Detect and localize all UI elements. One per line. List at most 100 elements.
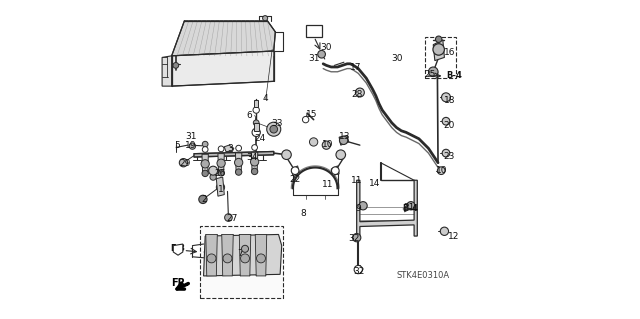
Circle shape xyxy=(250,158,259,166)
Text: 32: 32 xyxy=(348,234,360,243)
Circle shape xyxy=(354,265,362,274)
Circle shape xyxy=(442,93,451,102)
Circle shape xyxy=(252,168,258,174)
Text: 28: 28 xyxy=(351,90,363,99)
Circle shape xyxy=(303,116,309,123)
Polygon shape xyxy=(224,145,234,152)
Polygon shape xyxy=(202,154,209,174)
Text: 13: 13 xyxy=(339,132,350,141)
Text: E-3: E-3 xyxy=(170,244,186,253)
Polygon shape xyxy=(331,166,339,175)
Circle shape xyxy=(236,169,242,175)
Circle shape xyxy=(189,143,196,149)
Circle shape xyxy=(236,145,241,151)
Text: 6: 6 xyxy=(246,111,252,120)
Text: 4: 4 xyxy=(262,94,268,103)
Text: STK4E0310A: STK4E0310A xyxy=(397,271,450,280)
Text: 5: 5 xyxy=(174,141,180,150)
Circle shape xyxy=(355,88,364,97)
Circle shape xyxy=(437,167,445,174)
Text: 24: 24 xyxy=(255,134,266,143)
Polygon shape xyxy=(204,234,282,276)
Polygon shape xyxy=(252,152,258,171)
Text: 18: 18 xyxy=(444,96,455,105)
Circle shape xyxy=(202,170,209,177)
Polygon shape xyxy=(206,234,218,276)
Polygon shape xyxy=(356,180,417,236)
Text: 30: 30 xyxy=(321,43,332,52)
Text: 11: 11 xyxy=(321,180,333,189)
Text: 31: 31 xyxy=(186,132,197,141)
Circle shape xyxy=(217,159,225,167)
Text: B-4: B-4 xyxy=(446,71,462,80)
Circle shape xyxy=(225,214,232,221)
Circle shape xyxy=(262,16,268,21)
Text: 7: 7 xyxy=(237,249,243,258)
Polygon shape xyxy=(255,234,267,276)
Text: 34: 34 xyxy=(246,153,257,162)
Circle shape xyxy=(442,117,450,125)
Polygon shape xyxy=(239,234,251,276)
Circle shape xyxy=(442,149,450,157)
Circle shape xyxy=(202,141,208,147)
Circle shape xyxy=(241,254,250,263)
Circle shape xyxy=(202,147,208,152)
Bar xyxy=(253,123,259,131)
Text: B-4: B-4 xyxy=(402,204,418,213)
Text: 9: 9 xyxy=(355,204,361,213)
Circle shape xyxy=(223,254,232,263)
Circle shape xyxy=(310,138,318,146)
Text: 12: 12 xyxy=(447,232,459,241)
Circle shape xyxy=(267,122,281,136)
Text: 26: 26 xyxy=(214,169,225,178)
Circle shape xyxy=(253,120,259,126)
Text: FR.: FR. xyxy=(172,278,189,288)
Circle shape xyxy=(291,167,299,174)
Text: 33: 33 xyxy=(271,119,283,128)
Polygon shape xyxy=(339,136,349,145)
Text: 10: 10 xyxy=(321,140,333,149)
Text: 27: 27 xyxy=(227,214,238,223)
Text: 29: 29 xyxy=(179,159,190,168)
Text: 17: 17 xyxy=(350,63,362,72)
Circle shape xyxy=(179,159,188,167)
Text: 10: 10 xyxy=(435,166,447,174)
Polygon shape xyxy=(162,56,172,86)
Text: 23: 23 xyxy=(444,152,455,161)
Text: 8: 8 xyxy=(301,209,307,218)
Text: 32: 32 xyxy=(353,267,365,276)
Text: 25: 25 xyxy=(424,70,436,78)
Polygon shape xyxy=(291,166,300,175)
Circle shape xyxy=(318,50,325,58)
Circle shape xyxy=(332,167,339,174)
Polygon shape xyxy=(172,21,275,56)
Text: 16: 16 xyxy=(444,48,456,57)
Text: 1: 1 xyxy=(218,185,223,194)
Text: 3: 3 xyxy=(227,144,233,153)
Circle shape xyxy=(322,141,330,149)
Circle shape xyxy=(257,254,266,263)
Text: 31: 31 xyxy=(308,54,319,63)
Circle shape xyxy=(234,158,243,167)
Circle shape xyxy=(252,128,260,137)
Circle shape xyxy=(433,44,444,55)
Circle shape xyxy=(218,170,224,176)
Bar xyxy=(425,37,456,78)
Circle shape xyxy=(428,67,438,77)
Text: 15: 15 xyxy=(306,110,317,119)
Text: E-2: E-2 xyxy=(307,26,321,35)
Bar xyxy=(254,100,258,107)
Circle shape xyxy=(209,166,218,175)
Polygon shape xyxy=(172,51,274,86)
Polygon shape xyxy=(218,154,224,173)
Polygon shape xyxy=(433,40,444,61)
Circle shape xyxy=(282,150,291,160)
Text: 30: 30 xyxy=(391,54,403,63)
Text: 2: 2 xyxy=(202,195,207,204)
Polygon shape xyxy=(221,234,233,276)
Polygon shape xyxy=(236,153,242,172)
Circle shape xyxy=(216,183,225,191)
Circle shape xyxy=(207,254,216,263)
Text: 21: 21 xyxy=(404,204,415,212)
Bar xyxy=(307,25,321,37)
